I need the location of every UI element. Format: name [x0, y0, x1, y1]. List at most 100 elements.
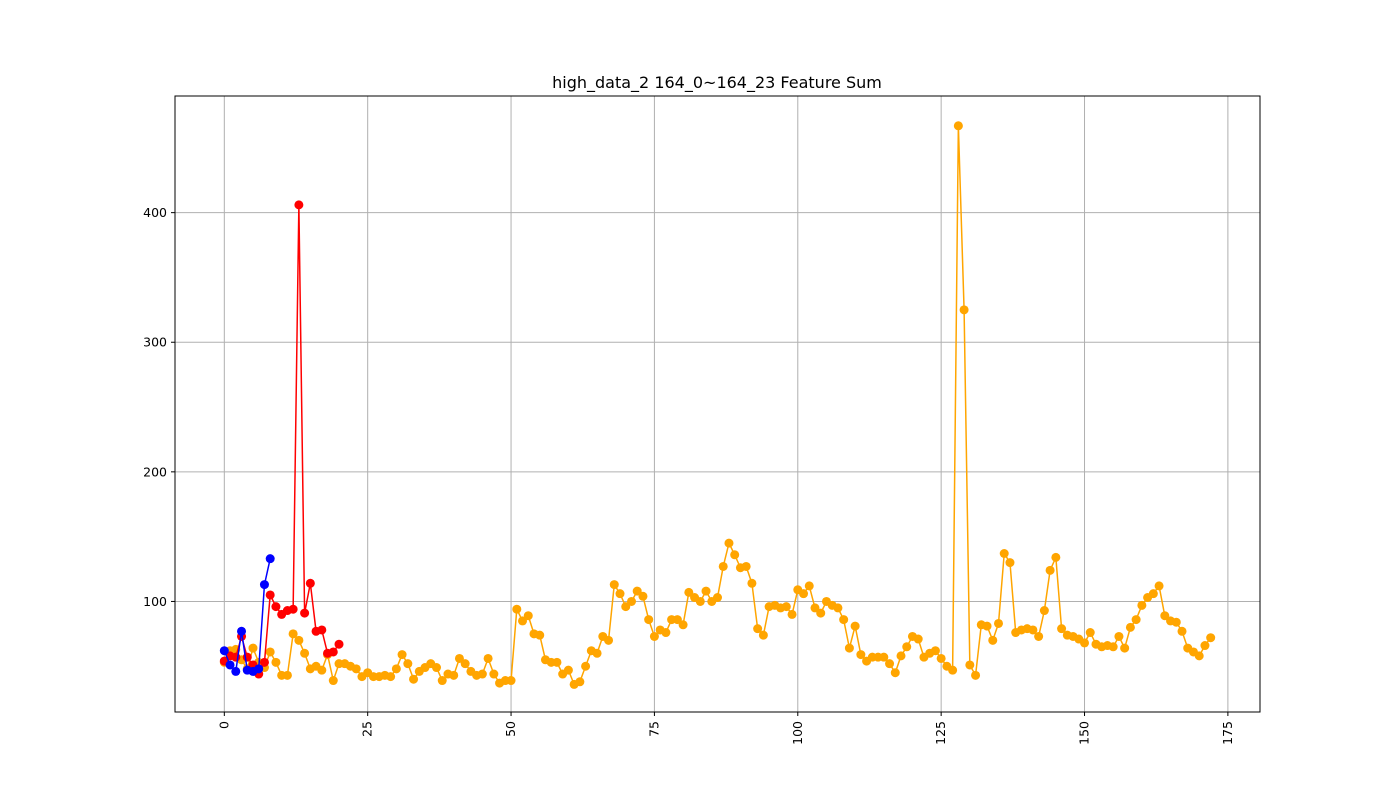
- data-point: [225, 660, 235, 670]
- data-point: [305, 578, 315, 588]
- data-point: [483, 653, 493, 663]
- data-point: [839, 615, 849, 625]
- data-point: [879, 652, 889, 662]
- data-point: [804, 581, 814, 591]
- data-point: [563, 665, 573, 675]
- data-point: [1206, 633, 1216, 643]
- data-point: [747, 578, 757, 588]
- data-point: [231, 666, 241, 676]
- data-point: [890, 668, 900, 678]
- data-point: [391, 664, 401, 674]
- data-point: [810, 603, 820, 613]
- data-point: [1137, 600, 1147, 610]
- data-point: [506, 676, 516, 686]
- data-point: [489, 669, 499, 679]
- x-tick-label: 175: [1220, 721, 1235, 745]
- data-point: [971, 670, 981, 680]
- x-tick-label: 100: [790, 721, 805, 745]
- data-point: [741, 561, 751, 571]
- data-point: [1171, 617, 1181, 627]
- series-2: [219, 554, 275, 676]
- data-point: [609, 580, 619, 590]
- data-point: [982, 621, 992, 631]
- data-point: [518, 616, 528, 626]
- data-point: [288, 604, 298, 614]
- data-point: [626, 596, 636, 606]
- data-point: [936, 653, 946, 663]
- y-tick-label: 200: [143, 464, 167, 479]
- data-point: [1028, 625, 1038, 635]
- data-point: [432, 663, 441, 673]
- data-point: [282, 670, 292, 680]
- data-point: [621, 602, 631, 612]
- data-point: [1177, 626, 1187, 636]
- data-point: [672, 615, 682, 625]
- data-point: [449, 670, 459, 680]
- x-tick-label: 150: [1077, 721, 1092, 745]
- data-point: [953, 121, 963, 131]
- data-point: [259, 580, 269, 590]
- data-point: [437, 676, 447, 686]
- data-point: [403, 659, 413, 669]
- data-point: [300, 648, 310, 658]
- data-point: [902, 642, 912, 652]
- tick-layer: 0 25 50 75 100 125 150 175 100 200 300 400: [143, 205, 1235, 745]
- data-point: [254, 664, 264, 674]
- data-point: [271, 657, 281, 667]
- x-tick-label: 50: [503, 721, 518, 737]
- data-point: [1039, 606, 1049, 616]
- data-point: [1154, 581, 1164, 591]
- data-point: [535, 630, 545, 640]
- data-point: [632, 586, 642, 596]
- data-point: [678, 620, 688, 630]
- data-point: [575, 677, 585, 687]
- data-point: [259, 657, 269, 667]
- data-point: [753, 624, 763, 634]
- data-point: [913, 634, 923, 644]
- data-point: [781, 602, 791, 612]
- data-point: [454, 653, 464, 663]
- data-point: [1148, 589, 1158, 599]
- x-tick-label: 125: [933, 721, 948, 745]
- data-point: [351, 664, 361, 674]
- data-point: [615, 589, 625, 599]
- data-point: [265, 647, 275, 657]
- data-point: [386, 672, 396, 682]
- data-point: [701, 586, 711, 596]
- data-point: [581, 661, 591, 671]
- plot-frame: [174, 95, 1261, 713]
- data-point: [248, 643, 258, 653]
- data-point: [288, 629, 298, 639]
- data-point: [294, 200, 304, 210]
- data-point: [684, 587, 694, 597]
- data-point: [1080, 638, 1090, 648]
- data-point: [1200, 641, 1210, 651]
- chart-title: high_data_2 164_0~164_23 Feature Sum: [552, 73, 882, 93]
- data-point: [1160, 611, 1170, 621]
- data-point: [265, 554, 275, 564]
- x-tick-label: 75: [646, 721, 661, 737]
- data-point: [758, 630, 768, 640]
- data-point: [959, 305, 969, 315]
- data-point: [300, 608, 310, 618]
- data-point: [1131, 615, 1141, 625]
- x-tick-label: 0: [216, 721, 231, 729]
- data-point: [328, 647, 338, 657]
- data-point: [328, 676, 338, 686]
- data-point: [317, 665, 327, 675]
- data-point: [1085, 628, 1095, 638]
- data-point: [988, 635, 998, 645]
- data-point: [409, 674, 419, 684]
- data-point: [1045, 565, 1055, 575]
- data-point: [718, 561, 728, 571]
- x-tick-label: 25: [360, 721, 375, 737]
- data-point: [885, 659, 895, 669]
- data-point: [787, 609, 797, 619]
- data-point: [856, 650, 866, 660]
- data-point: [265, 590, 275, 600]
- data-point: [948, 665, 958, 675]
- data-point: [649, 631, 659, 641]
- data-point: [661, 628, 671, 638]
- data-point: [1057, 624, 1067, 634]
- data-point: [317, 625, 327, 635]
